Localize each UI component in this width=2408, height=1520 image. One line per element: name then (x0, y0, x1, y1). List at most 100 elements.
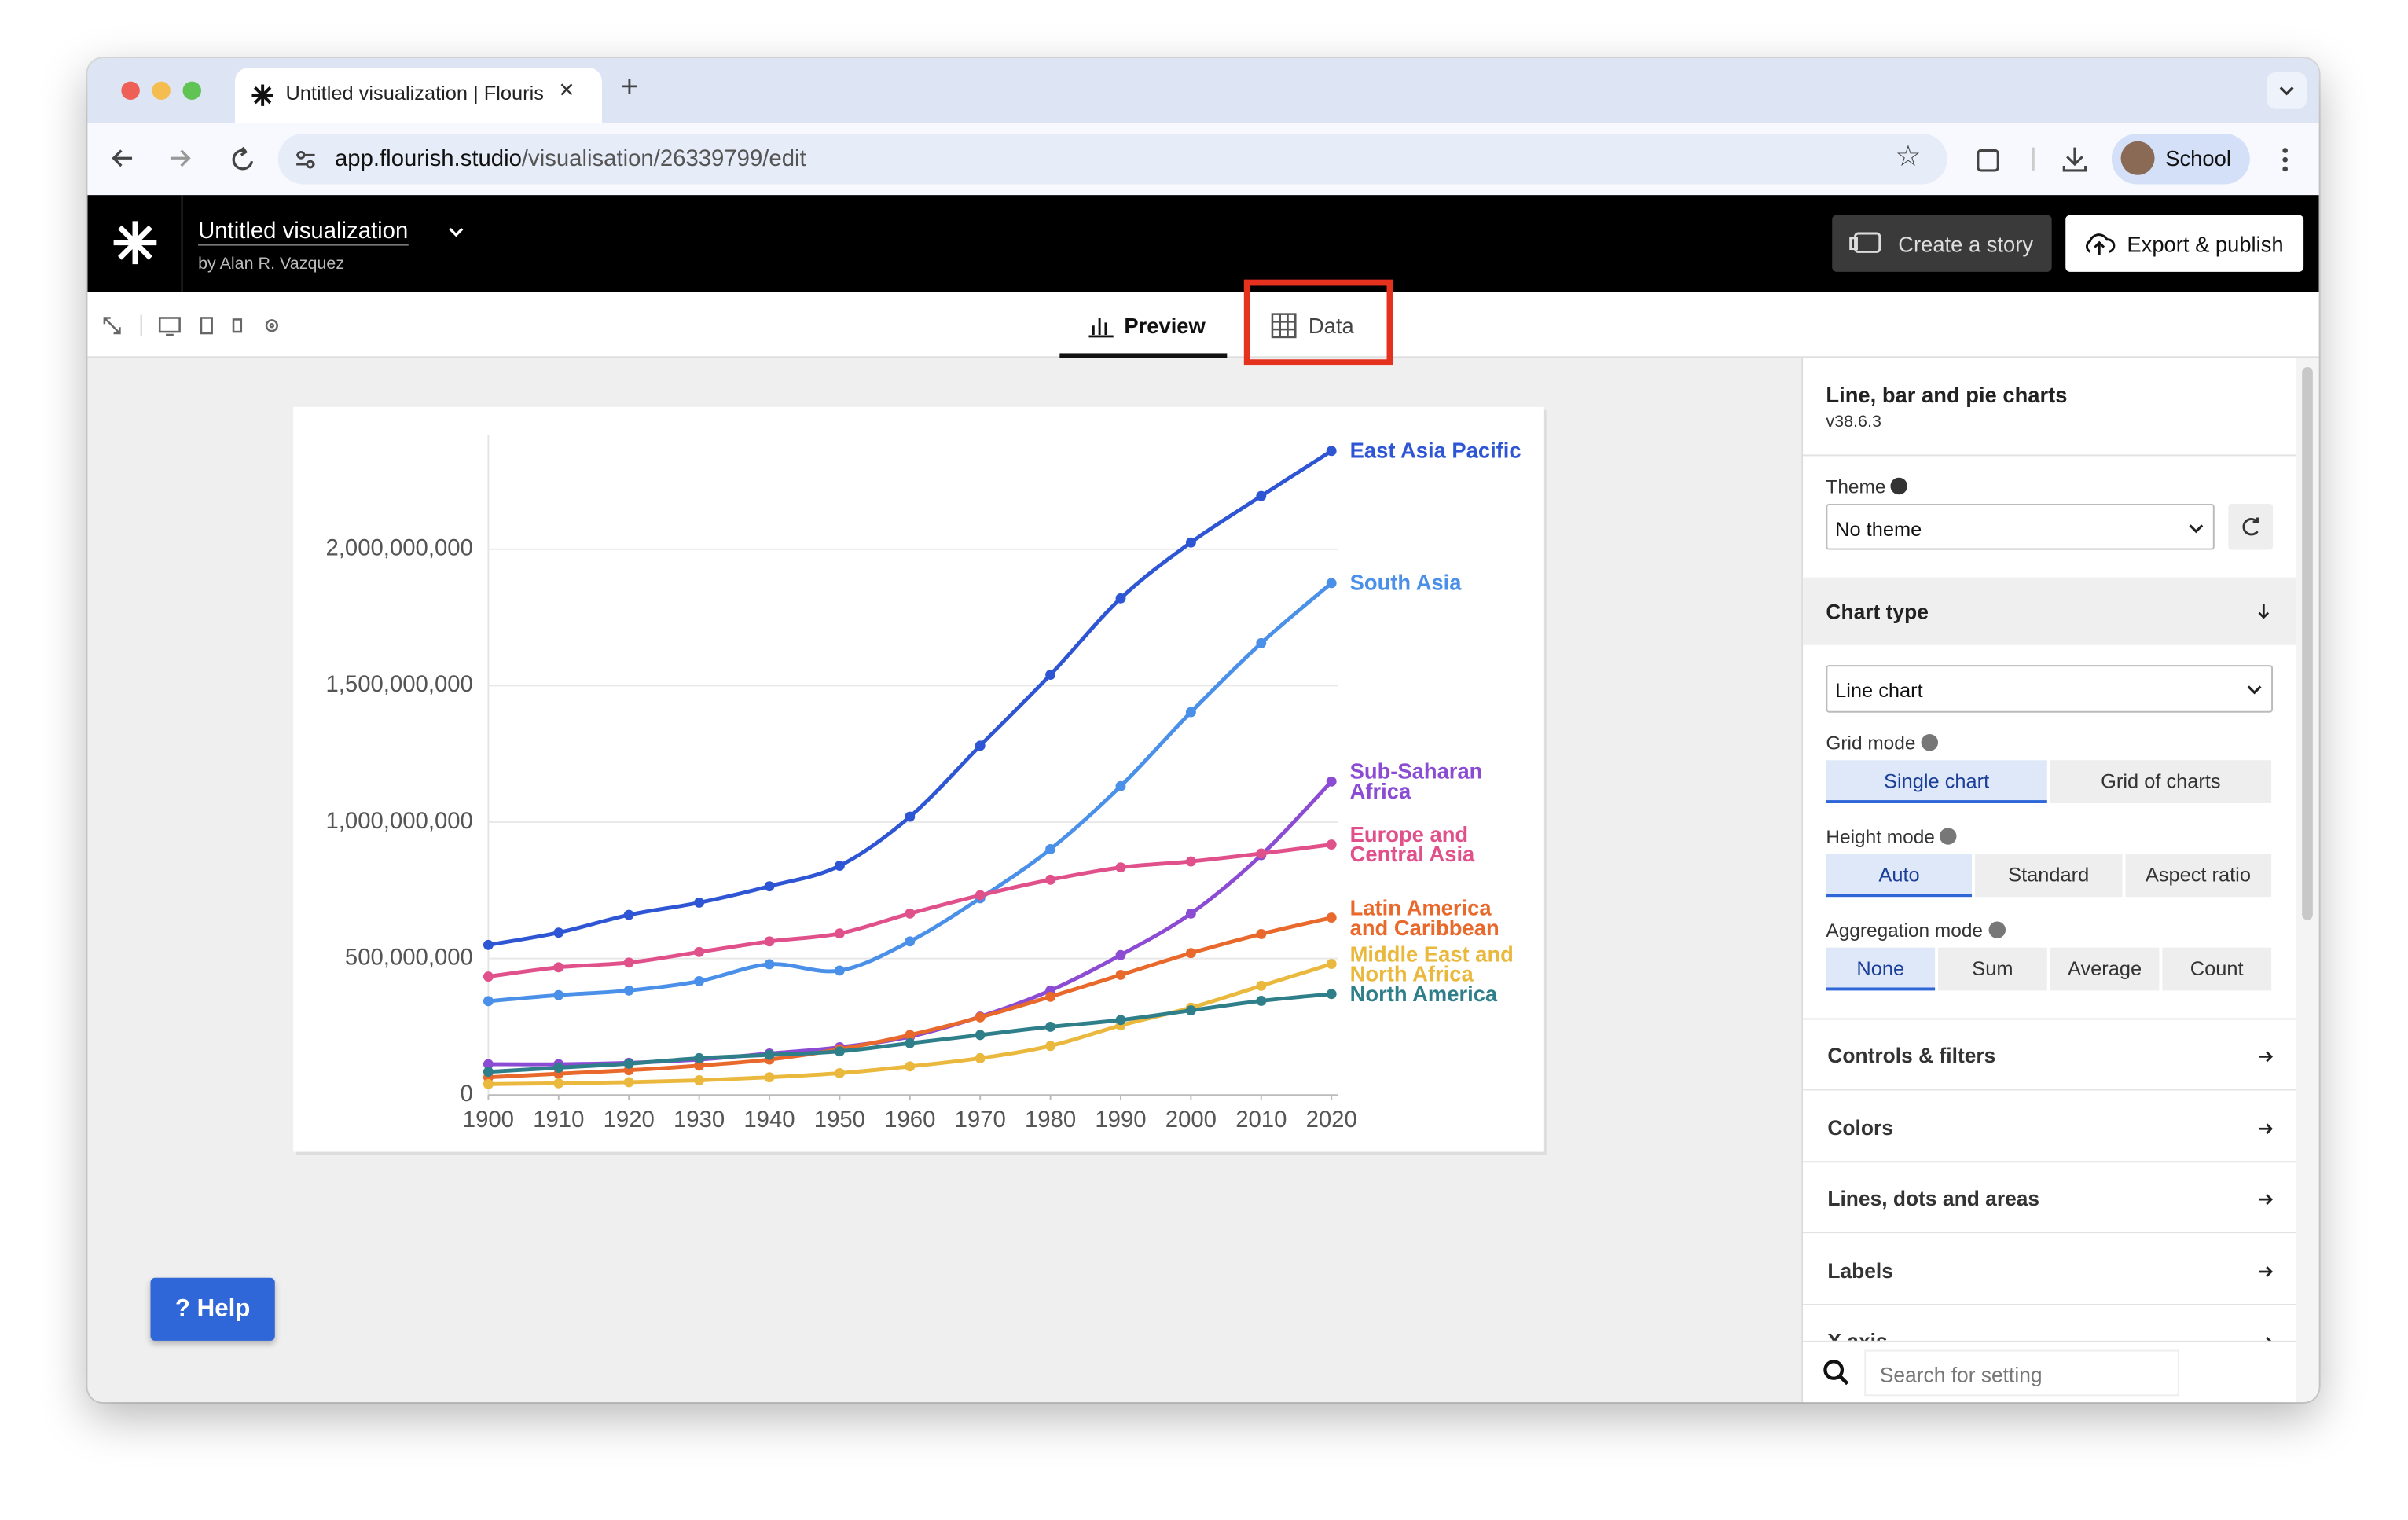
profile-button[interactable]: School (2111, 134, 2250, 185)
height-mode-control: Auto Standard Aspect ratio (1826, 854, 2272, 898)
active-tab-underline (1059, 353, 1228, 358)
nav-buttons[interactable] (109, 145, 278, 175)
settings-section[interactable]: Controls & filters (1803, 1020, 2296, 1091)
chart-type-header[interactable]: Chart type (1803, 577, 2296, 645)
flourish-logo[interactable] (111, 218, 160, 267)
segment-option[interactable]: Average (2050, 947, 2160, 991)
help-button[interactable]: ? Help (150, 1277, 275, 1341)
segment-option[interactable]: None (1826, 947, 1936, 991)
search-input[interactable]: Search for setting (1864, 1349, 2179, 1397)
theme-label-text: Theme (1826, 475, 1886, 498)
data-point (975, 890, 986, 901)
tab-title: Untitled visualization | Flouris (285, 81, 544, 105)
settings-section[interactable]: Colors (1803, 1091, 2296, 1162)
data-point (1256, 928, 1267, 939)
x-tick-label: 1990 (1095, 1107, 1146, 1133)
visualization-title[interactable]: Untitled visualization (198, 218, 409, 246)
segment-option[interactable]: Auto (1826, 854, 1973, 898)
y-tick-label: 1,000,000,000 (325, 808, 472, 834)
x-tick-label: 1900 (463, 1107, 514, 1133)
x-tick-label: 1940 (743, 1107, 795, 1133)
theme-label: Theme (1826, 475, 1908, 498)
data-point (1045, 991, 1056, 1002)
profile-name: School (2165, 145, 2231, 171)
data-point (553, 1063, 564, 1073)
theme-select[interactable]: No theme (1826, 503, 2215, 550)
settings-section[interactable]: Lines, dots and areas (1803, 1162, 2296, 1234)
data-point (975, 1011, 986, 1023)
data-point (905, 936, 916, 947)
export-button[interactable]: Export & publish (2065, 215, 2304, 272)
data-point (1326, 959, 1337, 970)
data-point (553, 989, 564, 1000)
series-line (488, 780, 1333, 1067)
data-point (1185, 908, 1196, 919)
aggregation-mode-text: Aggregation mode (1826, 920, 1984, 942)
data-point (483, 971, 494, 982)
segment-option[interactable]: Aspect ratio (2124, 854, 2272, 898)
x-tick-label: 1910 (533, 1107, 584, 1133)
data-icon (1271, 313, 1297, 339)
preview-icon (1088, 318, 1114, 338)
data-point (623, 1077, 634, 1088)
data-point (694, 1052, 705, 1063)
data-point (764, 881, 775, 892)
data-point (1115, 862, 1126, 873)
divider (1803, 1018, 2296, 1020)
bookmark-star[interactable]: ☆ (1895, 141, 1922, 174)
minimize-window[interactable] (152, 81, 171, 101)
extension-icons[interactable] (1973, 143, 2096, 177)
data-point (1326, 578, 1337, 589)
settings-section[interactable]: Labels (1803, 1234, 2296, 1305)
series-label: South Asia (1349, 570, 1462, 595)
data-point (1326, 446, 1337, 457)
segment-option[interactable]: Grid of charts (2050, 760, 2272, 803)
data-point (694, 976, 705, 986)
data-point (1045, 874, 1056, 885)
address-bar[interactable]: app.flourish.studio/visualisation/263397… (277, 134, 1947, 185)
tab-close[interactable]: × (559, 75, 574, 105)
chart-type-select[interactable]: Line chart (1826, 665, 2274, 713)
data-point (834, 861, 845, 872)
refresh-theme[interactable] (2228, 503, 2274, 550)
device-icons[interactable] (100, 314, 299, 338)
segment-option[interactable]: Standard (1975, 854, 2122, 898)
highlight-box (1243, 279, 1393, 366)
section-arrow (2259, 1051, 2274, 1063)
series-label: Middle East and North Africa (1349, 941, 1514, 986)
data-point (764, 959, 775, 970)
data-point (764, 1072, 775, 1083)
create-story-button[interactable]: Create a story (1832, 215, 2052, 272)
active-tab[interactable]: Untitled visualization | Flouris × (234, 67, 602, 123)
y-tick-label: 1,500,000,000 (325, 671, 472, 697)
height-mode-label: Height mode (1826, 826, 1958, 848)
section-arrow (2259, 1122, 2274, 1134)
data-point (1045, 843, 1056, 854)
close-window[interactable] (121, 81, 140, 101)
new-tab[interactable]: + (620, 70, 639, 105)
title-menu[interactable] (447, 222, 465, 240)
data-point (1115, 780, 1126, 791)
grid-mode-control: Single chart Grid of charts (1826, 760, 2272, 803)
x-tick-label: 1960 (884, 1107, 935, 1133)
segment-option[interactable]: Count (2162, 947, 2272, 991)
export-label: Export & publish (2127, 232, 2284, 257)
section-arrow (2259, 1265, 2274, 1276)
preview-tab[interactable]: Preview (1124, 313, 1206, 338)
segment-option[interactable]: Sum (1938, 947, 2047, 991)
maximize-window[interactable] (182, 81, 201, 101)
data-point (483, 1078, 494, 1089)
data-point (483, 939, 494, 950)
series-label: Europe and Central Asia (1349, 821, 1475, 866)
data-point (905, 908, 916, 919)
scrollbar[interactable] (2296, 358, 2319, 1403)
y-tick-label: 500,000,000 (345, 944, 473, 970)
aggregation-mode-label: Aggregation mode (1826, 920, 2006, 942)
data-point (1185, 537, 1196, 548)
tab-search[interactable] (2267, 72, 2307, 109)
browser-menu[interactable] (2278, 145, 2293, 175)
data-tab[interactable]: Data (1308, 313, 1354, 338)
data-point (1256, 848, 1267, 859)
segment-option[interactable]: Single chart (1826, 760, 2047, 803)
